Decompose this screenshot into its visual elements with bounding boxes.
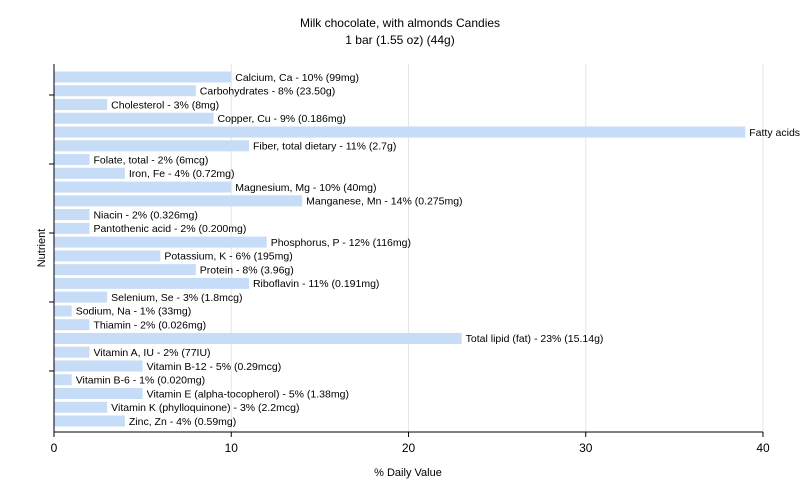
bar-18	[54, 319, 90, 331]
bar-label-12: Phosphorus, P - 12% (116mg)	[271, 237, 411, 249]
bar-9	[54, 195, 303, 207]
bar-0	[54, 71, 232, 83]
bar-15	[54, 277, 249, 289]
bar-label-4: Fatty acids, total saturated - 39% (7.78…	[749, 127, 800, 139]
bar-label-14: Protein - 8% (3.96g)	[200, 264, 294, 276]
x-tick-label: 40	[756, 441, 770, 455]
bar-label-17: Sodium, Na - 1% (33mg)	[76, 306, 192, 318]
x-tick-label: 0	[51, 441, 58, 455]
bar-3	[54, 112, 214, 124]
x-tick-label: 10	[225, 441, 239, 455]
bar-4	[54, 126, 746, 138]
bar-label-24: Vitamin K (phylloquinone) - 3% (2.2mcg)	[111, 402, 299, 414]
bar-label-11: Pantothenic acid - 2% (0.200mg)	[93, 223, 246, 235]
x-axis-title: % Daily Value	[374, 467, 442, 479]
bar-label-9: Manganese, Mn - 14% (0.275mg)	[306, 196, 462, 208]
bar-14	[54, 264, 196, 276]
y-axis-title: Nutrient	[36, 229, 48, 268]
bar-label-15: Riboflavin - 11% (0.191mg)	[253, 278, 379, 290]
bar-25	[54, 415, 125, 427]
bar-11	[54, 222, 90, 234]
chart-title: Milk chocolate, with almonds Candies	[300, 16, 500, 30]
bar-label-16: Selenium, Se - 3% (1.8mcg)	[111, 292, 242, 304]
bar-label-18: Thiamin - 2% (0.026mg)	[93, 319, 206, 331]
bar-24	[54, 401, 108, 413]
bar-20	[54, 346, 90, 358]
bar-label-21: Vitamin B-12 - 5% (0.29mcg)	[147, 361, 282, 373]
chart-subtitle: 1 bar (1.55 oz) (44g)	[345, 33, 454, 47]
bar-16	[54, 291, 108, 303]
bar-19	[54, 332, 462, 344]
bar-13	[54, 250, 161, 262]
bar-8	[54, 181, 232, 193]
bar-label-1: Carbohydrates - 8% (23.50g)	[200, 86, 335, 98]
bar-17	[54, 305, 72, 317]
bar-label-13: Potassium, K - 6% (195mg)	[164, 251, 292, 263]
bar-5	[54, 140, 249, 152]
bar-label-7: Iron, Fe - 4% (0.72mg)	[129, 168, 235, 180]
bar-label-0: Calcium, Ca - 10% (99mg)	[235, 72, 359, 84]
bar-6	[54, 154, 90, 166]
bar-1	[54, 85, 196, 97]
bar-label-3: Copper, Cu - 9% (0.186mg)	[218, 113, 346, 125]
bar-label-2: Cholesterol - 3% (8mg)	[111, 99, 219, 111]
bar-label-6: Folate, total - 2% (6mcg)	[93, 154, 208, 166]
bar-label-22: Vitamin B-6 - 1% (0.020mg)	[76, 375, 205, 387]
bar-label-25: Zinc, Zn - 4% (0.59mg)	[129, 416, 236, 428]
grid-lines	[230, 64, 764, 432]
bar-22	[54, 374, 72, 386]
bar-label-8: Magnesium, Mg - 10% (40mg)	[235, 182, 376, 194]
bar-12	[54, 236, 267, 248]
bar-label-23: Vitamin E (alpha-tocopherol) - 5% (1.38m…	[147, 388, 349, 400]
bar-label-10: Niacin - 2% (0.326mg)	[93, 209, 197, 221]
bars: Calcium, Ca - 10% (99mg) Carbohydrates - …	[54, 71, 800, 428]
bar-label-19: Total lipid (fat) - 23% (15.14g)	[466, 333, 604, 345]
x-tick-label: 30	[579, 441, 593, 455]
bar-label-20: Vitamin A, IU - 2% (77IU)	[93, 347, 210, 359]
axes: 0 10 20 30 40	[49, 64, 770, 455]
bar-label-5: Fiber, total dietary - 11% (2.7g)	[253, 141, 396, 153]
bar-23	[54, 387, 143, 399]
bar-2	[54, 99, 108, 111]
bar-10	[54, 209, 90, 221]
bar-21	[54, 360, 143, 372]
x-tick-label: 20	[402, 441, 416, 455]
bar-7	[54, 167, 125, 179]
